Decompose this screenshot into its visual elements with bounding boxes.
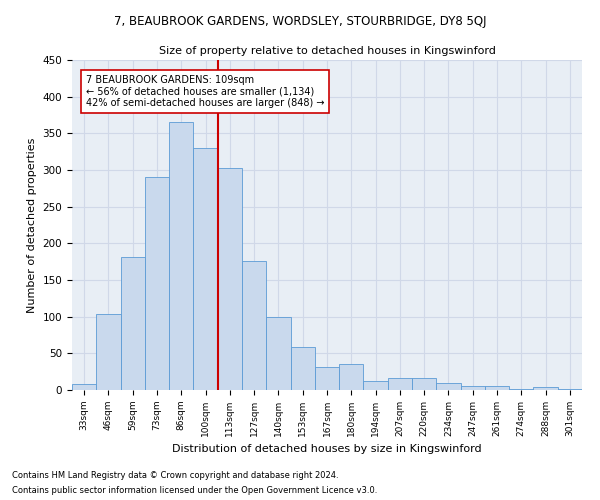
Bar [242, 261, 266, 390]
Text: 7 BEAUBROOK GARDENS: 109sqm
← 56% of detached houses are smaller (1,134)
42% of : 7 BEAUBROOK GARDENS: 109sqm ← 56% of det… [86, 74, 325, 108]
Y-axis label: Number of detached properties: Number of detached properties [27, 138, 37, 312]
Bar [558, 388, 582, 390]
Bar [436, 384, 461, 390]
Bar [339, 364, 364, 390]
Text: Contains public sector information licensed under the Open Government Licence v3: Contains public sector information licen… [12, 486, 377, 495]
Bar [509, 388, 533, 390]
Title: Size of property relative to detached houses in Kingswinford: Size of property relative to detached ho… [158, 46, 496, 56]
Bar [485, 386, 509, 390]
Bar [121, 258, 145, 390]
Bar [388, 378, 412, 390]
Bar [290, 348, 315, 390]
Bar [145, 176, 169, 390]
Bar [461, 386, 485, 390]
Bar [533, 387, 558, 390]
Bar [169, 122, 193, 390]
Bar [412, 378, 436, 390]
Bar [72, 384, 96, 390]
Bar [96, 314, 121, 390]
Bar [193, 148, 218, 390]
Text: 7, BEAUBROOK GARDENS, WORDSLEY, STOURBRIDGE, DY8 5QJ: 7, BEAUBROOK GARDENS, WORDSLEY, STOURBRI… [114, 15, 486, 28]
Text: Contains HM Land Registry data © Crown copyright and database right 2024.: Contains HM Land Registry data © Crown c… [12, 471, 338, 480]
Bar [218, 168, 242, 390]
Bar [266, 316, 290, 390]
X-axis label: Distribution of detached houses by size in Kingswinford: Distribution of detached houses by size … [172, 444, 482, 454]
Bar [315, 366, 339, 390]
Bar [364, 381, 388, 390]
